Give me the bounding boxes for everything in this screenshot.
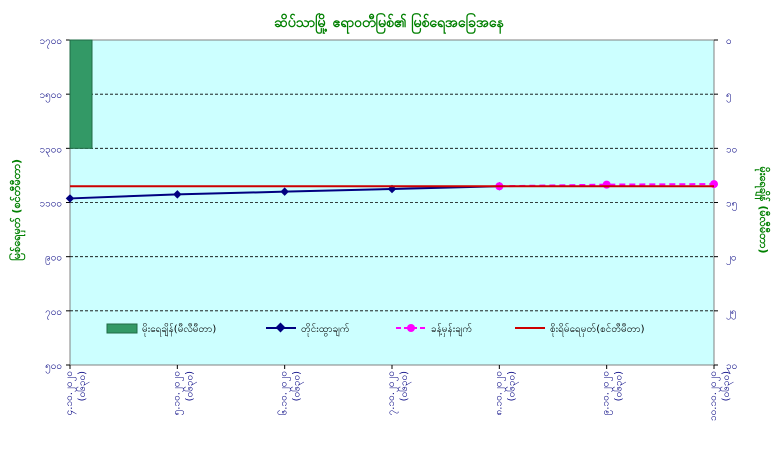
y-axis-right-tick-label: ၁၅ <box>726 199 737 212</box>
legend-label-forecast: ခန့်မှန်းချက် <box>431 322 472 337</box>
y-axis-right-tick-label: ၅ <box>726 90 732 103</box>
x-axis-tick-label: ၆.၁၀.၂၀၂၀ (၀၆၃၀) <box>277 371 305 415</box>
y-axis-left-tick-label: ၁၇၀၀ <box>40 36 63 49</box>
y-axis-left-label: မြစ်ရေမှတ် (စင်တီမီတာ) <box>8 159 26 261</box>
y-axis-left-tick-label: ၁၃၀၀ <box>40 144 63 157</box>
x-axis-tick-label: ၈.၁၀.၂၀၂၀ (၀၆၃၀) <box>493 371 519 415</box>
y-axis-right-tick-label: ၁၀ <box>726 144 737 155</box>
legend-swatch-forecast-marker <box>407 324 415 332</box>
legend-swatch-rainfall <box>106 323 138 334</box>
y-axis-left-tick-label: ၉၀၀ <box>45 253 62 266</box>
y-axis-right-tick-label: ၂၅ <box>726 307 737 320</box>
rainfall-bar <box>69 39 93 149</box>
x-axis-tick-label: ၅.၁၀.၂၀၂၀ (၀၆၃၀) <box>171 371 197 415</box>
legend: မိုးရေချိန်(မီလီမီတာ) တိုင်းထွာချက် ခန့်… <box>106 322 645 337</box>
y-axis-left-tick-label: ၁၁၀၀ <box>40 199 63 210</box>
series-lines <box>65 180 718 203</box>
y-axis-left-tick-label: ၅၀၀ <box>45 361 62 374</box>
y-axis-left-tick-label: ၇၀၀ <box>45 307 62 320</box>
measured-point <box>280 187 289 196</box>
legend-swatch-measured-marker <box>275 322 286 333</box>
x-axis-tick-label: ၉.၁၀.၂၀၂၀ (၀၆၃၀) <box>601 371 627 415</box>
legend-label-danger-level: စိုးရိမ်ရေမှတ်(စင်တီမီတာ) <box>550 322 645 337</box>
legend-label-rainfall: မိုးရေချိန်(မီလီမီတာ) <box>142 322 216 337</box>
forecast-point <box>602 180 611 189</box>
y-axis-right-label: မိုးရေချိန် (မီလီမီတာ) <box>754 167 771 254</box>
x-axis-tick-label: ၁၀.၁၀.၂၀၂၀ (၀၆၃၀) <box>708 371 734 421</box>
measured-point <box>65 194 75 203</box>
chart-title: ဆိပ်သာမြို့ ဧရာဝတီမြစ်၏ မြစ်ရေအခြေအနေ <box>274 13 504 34</box>
measured-point <box>173 190 182 199</box>
y-axis-right-tick-label: ၃၀ <box>726 361 737 374</box>
legend-label-measured: တိုင်းထွာချက် <box>301 322 350 337</box>
x-axis-tick-label: ၇.၁၀.၂၀၂၀ (၀၆၃၀) <box>386 371 412 415</box>
grid-lines <box>66 39 718 369</box>
x-axis-tick-label: ၄.၁၀.၂၀၂၀ (၀၆၃၀) <box>64 371 90 415</box>
tick-labels: ၅၀၀ ၇၀၀ ၉၀၀ ၁၁၀၀ ၁၃၀၀ ၁၅၀၀ ၁၇၀၀ ၀၅၁၀၁၅၂၀၂၅၃၀၄.၁… <box>40 36 738 421</box>
bars <box>69 39 93 149</box>
y-axis-right-tick-label: ၀ <box>726 36 732 47</box>
y-axis-right-tick-label: ၂၀ <box>726 253 737 266</box>
y-axis-left-tick-label: ၁၅၀၀ <box>40 90 63 103</box>
